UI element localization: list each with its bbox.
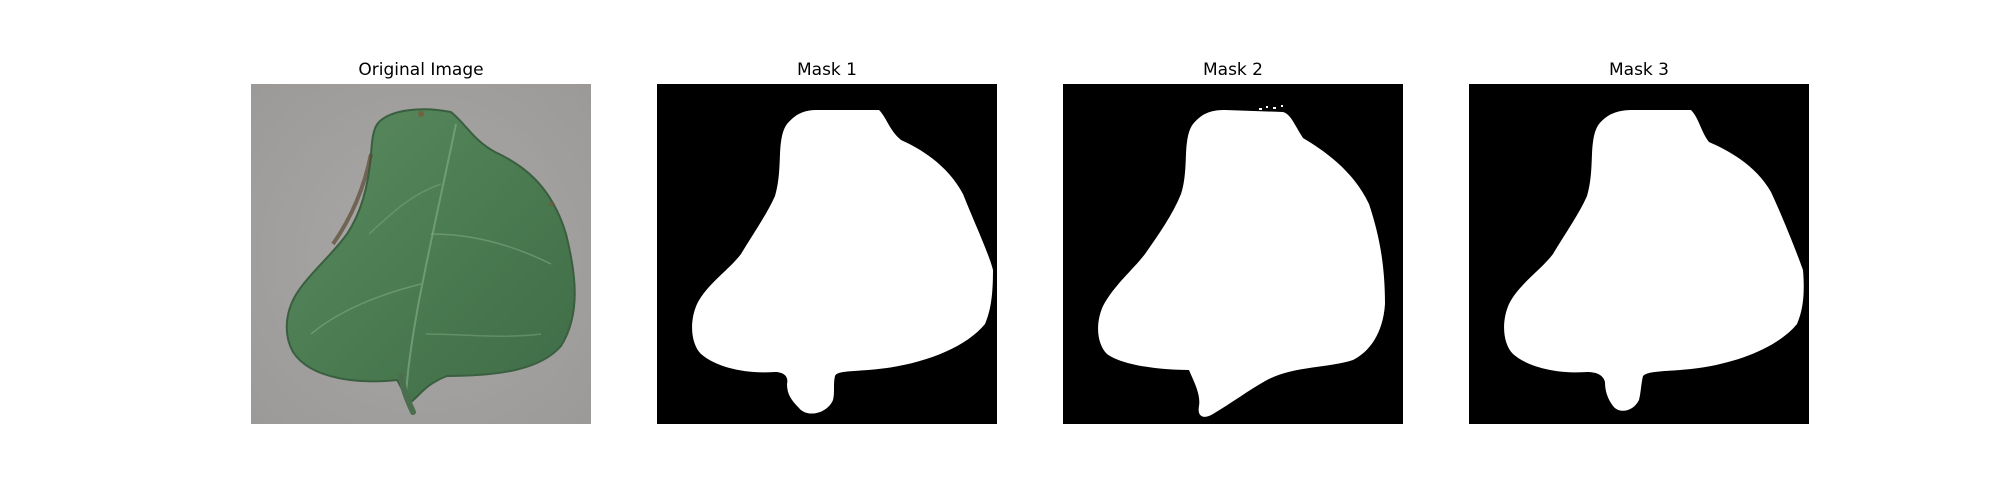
mask-2-image <box>1063 84 1403 424</box>
mask-3-image <box>1469 84 1809 424</box>
panel-title: Mask 3 <box>1608 60 1669 80</box>
panel-title: Original Image <box>358 60 484 80</box>
panel-title: Mask 2 <box>1202 60 1263 80</box>
original-leaf-photo <box>251 84 591 424</box>
mask-1-image <box>657 84 997 424</box>
panel-title: Mask 1 <box>796 60 857 80</box>
